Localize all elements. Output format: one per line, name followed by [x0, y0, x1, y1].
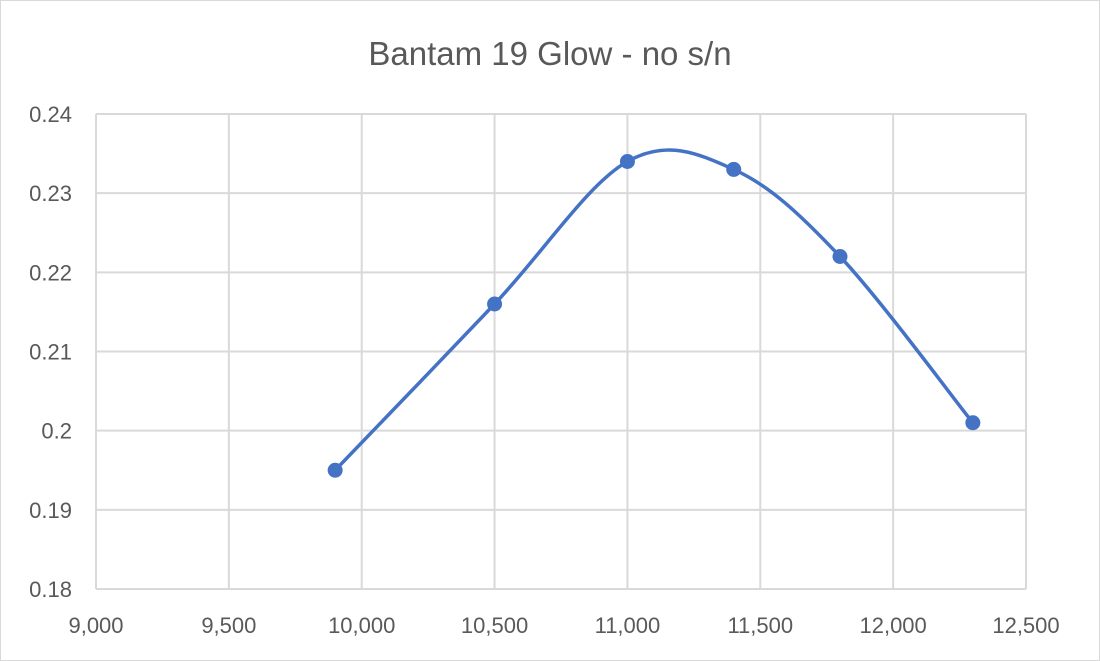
x-tick-label: 12,500 [992, 613, 1059, 638]
x-tick-label: 9,500 [201, 613, 256, 638]
y-tick-label: 0.23 [29, 181, 72, 206]
data-point [327, 462, 343, 478]
x-axis-tick-labels: 9,000 9,500 10,000 10,500 11,000 11,500 12,000… [68, 613, 1059, 638]
chart-title: Bantam 19 Glow - no s/n [368, 35, 731, 72]
y-tick-label: 0.21 [29, 340, 72, 365]
y-tick-label: 0.19 [29, 498, 72, 523]
series-group [327, 148, 981, 478]
x-tick-label: 10,500 [461, 613, 528, 638]
x-tick-label: 11,000 [595, 613, 661, 638]
y-tick-label: 0.22 [29, 260, 72, 285]
grid-lines [95, 113, 1027, 590]
series-line [333, 148, 975, 472]
y-axis-tick-labels: 0.18 0.19 0.2 0.21 0.22 0.23 0.24 [29, 102, 72, 602]
x-tick-label: 9,000 [68, 613, 123, 638]
data-point [619, 154, 635, 169]
x-tick-label: 10,000 [328, 613, 395, 638]
data-point [726, 161, 742, 177]
x-tick-label: 12,000 [859, 613, 926, 638]
data-point [832, 249, 848, 264]
y-tick-label: 0.2 [41, 419, 72, 444]
data-point [965, 415, 981, 431]
y-tick-label: 0.24 [29, 102, 72, 127]
x-tick-label: 11,500 [727, 613, 793, 638]
data-point [487, 296, 503, 312]
y-tick-label: 0.18 [29, 577, 72, 602]
